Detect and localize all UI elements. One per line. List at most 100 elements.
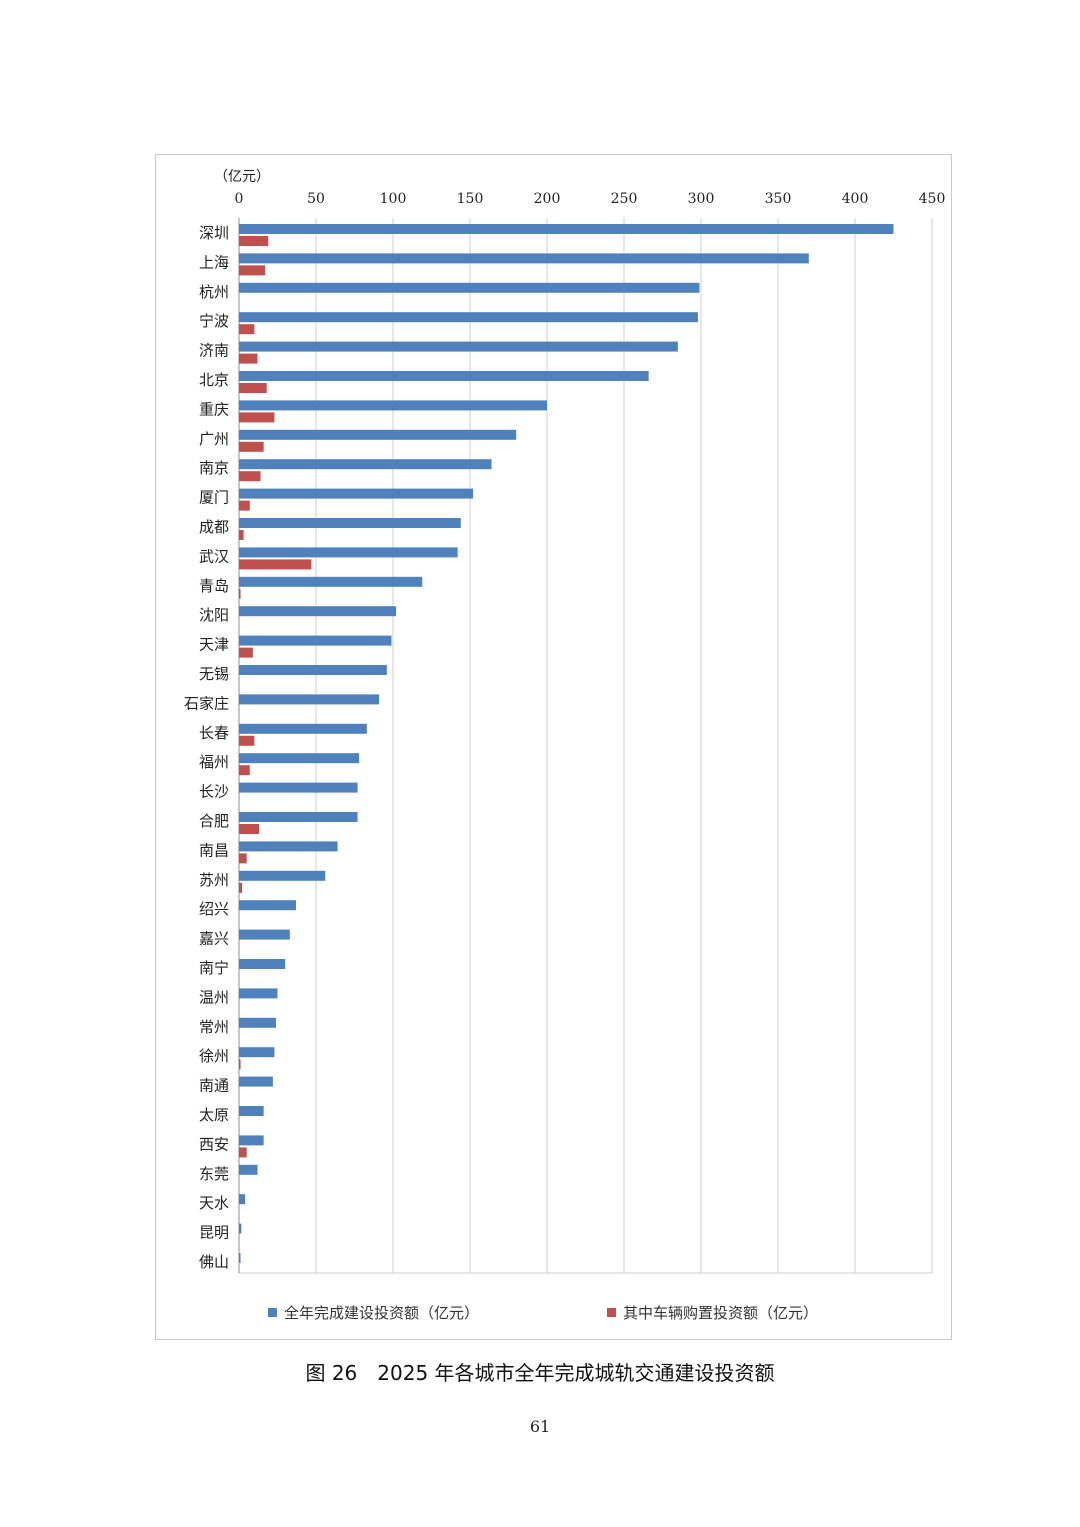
x-tick-label: 50 bbox=[307, 191, 325, 207]
category-label: 太原 bbox=[199, 1106, 229, 1124]
bar-total-investment bbox=[239, 606, 397, 617]
category-label: 东莞 bbox=[199, 1165, 229, 1183]
category-label: 武汉 bbox=[199, 547, 229, 565]
category-label: 南通 bbox=[199, 1077, 229, 1095]
bar-vehicle-investment bbox=[239, 530, 244, 540]
bar-vehicle-investment bbox=[239, 500, 250, 511]
bar-vehicle-investment bbox=[239, 882, 243, 893]
category-label: 佛山 bbox=[199, 1253, 229, 1271]
bar-total-investment bbox=[239, 841, 338, 852]
category-label: 常州 bbox=[199, 1018, 229, 1036]
bar-total-investment bbox=[239, 253, 809, 264]
bar-total-investment bbox=[239, 1253, 241, 1263]
bar-total-investment bbox=[239, 782, 358, 793]
category-label: 南宁 bbox=[199, 959, 229, 977]
bar-vehicle-investment bbox=[239, 1147, 247, 1158]
bar-vehicle-investment bbox=[239, 588, 241, 599]
category-label: 广州 bbox=[199, 430, 229, 448]
bar-vehicle-investment bbox=[239, 853, 247, 864]
category-label: 天水 bbox=[199, 1194, 229, 1212]
category-label: 青岛 bbox=[199, 577, 229, 595]
x-tick-label: 0 bbox=[235, 191, 244, 207]
figure-caption: 图 26 2025 年各城市全年完成城轨交通建设投资额 bbox=[305, 1361, 775, 1385]
bar-total-investment bbox=[239, 900, 296, 911]
bar-vehicle-investment bbox=[239, 412, 275, 423]
x-tick-label: 100 bbox=[380, 191, 407, 207]
category-label: 南京 bbox=[199, 459, 229, 477]
bar-total-investment bbox=[239, 753, 360, 764]
bar-total-investment bbox=[239, 1047, 275, 1058]
bar-vehicle-investment bbox=[239, 1059, 241, 1070]
bar-total-investment bbox=[239, 371, 649, 381]
bar-total-investment bbox=[239, 1076, 273, 1087]
bar-vehicle-investment bbox=[239, 353, 258, 364]
bar-total-investment bbox=[239, 694, 380, 705]
category-label: 天津 bbox=[199, 636, 229, 654]
bar-vehicle-investment bbox=[239, 559, 312, 570]
category-label: 苏州 bbox=[199, 871, 229, 889]
bar-total-investment bbox=[239, 459, 492, 470]
x-tick-label: 200 bbox=[534, 191, 561, 207]
bar-total-investment bbox=[239, 959, 286, 969]
bar-total-investment bbox=[239, 665, 387, 675]
bar-total-investment bbox=[239, 1164, 258, 1175]
category-label: 上海 bbox=[199, 253, 229, 271]
bar-total-investment bbox=[239, 429, 517, 440]
category-label: 福州 bbox=[199, 753, 229, 771]
bar-total-investment bbox=[239, 1106, 264, 1116]
bar-total-investment bbox=[239, 870, 326, 881]
x-tick-label: 300 bbox=[688, 191, 715, 207]
category-label: 合肥 bbox=[199, 812, 229, 830]
category-label: 济南 bbox=[199, 342, 229, 360]
bar-vehicle-investment bbox=[239, 824, 260, 834]
category-label: 绍兴 bbox=[199, 900, 229, 918]
category-label: 昆明 bbox=[199, 1224, 229, 1242]
bar-total-investment bbox=[239, 812, 358, 822]
legend-label-total: 全年完成建设投资额（亿元） bbox=[284, 1304, 479, 1322]
bar-total-investment bbox=[239, 341, 678, 352]
legend-swatch-vehicle bbox=[607, 1308, 616, 1317]
bar-total-investment bbox=[239, 400, 547, 411]
bar-vehicle-investment bbox=[239, 265, 266, 276]
bar-total-investment bbox=[239, 723, 367, 734]
category-label: 南昌 bbox=[199, 841, 229, 859]
category-label: 长沙 bbox=[199, 783, 229, 801]
bar-vehicle-investment bbox=[239, 735, 255, 746]
category-label: 石家庄 bbox=[184, 694, 229, 712]
category-label: 深圳 bbox=[199, 224, 229, 242]
x-tick-label: 450 bbox=[919, 191, 946, 207]
x-tick-label: 150 bbox=[457, 191, 484, 207]
x-tick-label: 350 bbox=[765, 191, 792, 207]
category-label: 长春 bbox=[199, 724, 229, 742]
legend-label-vehicle: 其中车辆购置投资额（亿元） bbox=[623, 1304, 818, 1322]
category-label: 沈阳 bbox=[199, 606, 229, 624]
bar-total-investment bbox=[239, 1017, 276, 1028]
category-label: 成都 bbox=[199, 518, 229, 536]
x-tick-label: 250 bbox=[611, 191, 638, 207]
bar-total-investment bbox=[239, 988, 278, 999]
bar-total-investment bbox=[239, 576, 423, 587]
legend-swatch-total bbox=[268, 1308, 277, 1317]
category-label: 西安 bbox=[199, 1135, 229, 1153]
page-number: 61 bbox=[529, 1417, 551, 1436]
bar-total-investment bbox=[239, 1194, 246, 1205]
category-label: 厦门 bbox=[199, 489, 229, 507]
category-label: 重庆 bbox=[199, 400, 229, 418]
chart-frame: 0 50 100 150 200 250 300 350 400 450 （亿元） 深圳 上海 杭州 宁波济… bbox=[155, 154, 952, 1340]
bar-chart: 0 50 100 150 200 250 300 350 400 450 （亿元） 深圳上海杭州宁波济… bbox=[184, 169, 946, 1322]
bar-vehicle-investment bbox=[239, 471, 261, 482]
bar-total-investment bbox=[239, 224, 894, 234]
bar-vehicle-investment bbox=[239, 647, 253, 658]
bar-vehicle-investment bbox=[239, 236, 269, 246]
bar-total-investment bbox=[239, 547, 458, 558]
category-label: 徐州 bbox=[199, 1047, 229, 1065]
category-label: 宁波 bbox=[199, 312, 229, 330]
category-label: 北京 bbox=[199, 371, 229, 389]
bar-total-investment bbox=[239, 282, 700, 293]
bar-total-investment bbox=[239, 635, 392, 646]
category-label: 杭州 bbox=[199, 283, 229, 301]
bar-total-investment bbox=[239, 929, 290, 940]
unit-label: （亿元） bbox=[214, 169, 270, 185]
category-label: 温州 bbox=[199, 988, 229, 1006]
category-label: 无锡 bbox=[199, 665, 229, 683]
